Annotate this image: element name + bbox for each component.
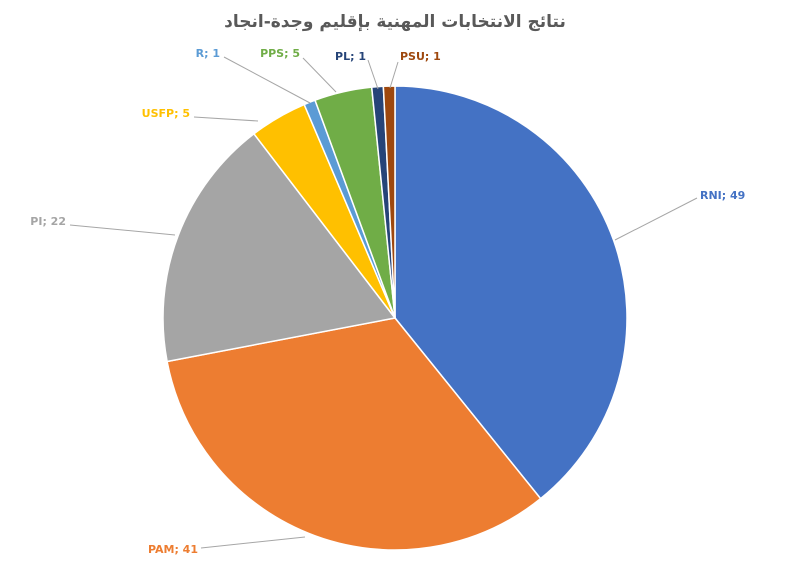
pie-slice — [382, 85, 396, 319]
data-label: RNI; 49 — [700, 189, 745, 202]
leader-line — [367, 59, 379, 90]
data-label: PSU; 1 — [400, 50, 441, 63]
data-label: PAM; 41 — [148, 543, 198, 556]
leader-line — [614, 197, 698, 241]
leader-line — [69, 224, 176, 236]
data-label: PL; 1 — [335, 50, 366, 63]
leader-line — [223, 56, 311, 104]
pie-slice — [162, 132, 397, 363]
chart-title: نتائج الانتخابات المهنية بإقليم وجدة-انج… — [224, 12, 566, 32]
data-label: USFP; 5 — [142, 107, 190, 120]
pie-slice — [394, 85, 628, 500]
leader-line — [193, 116, 259, 122]
leader-line — [389, 61, 399, 89]
pie-slice — [166, 317, 542, 551]
leader-line — [200, 536, 306, 549]
data-label: R; 1 — [196, 47, 220, 60]
data-label: PI; 22 — [30, 215, 66, 228]
leader-line — [302, 57, 337, 93]
data-label: PPS; 5 — [260, 47, 300, 60]
